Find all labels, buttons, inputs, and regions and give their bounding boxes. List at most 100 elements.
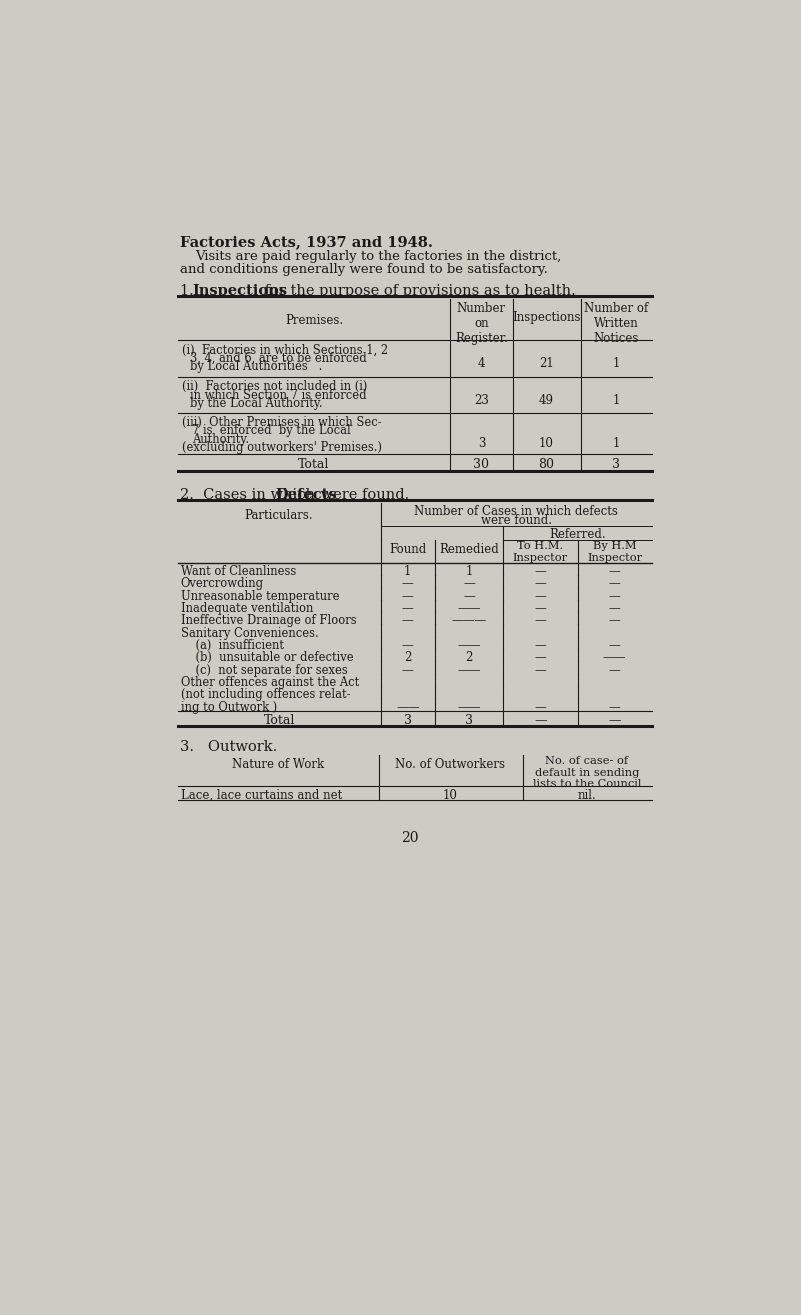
Text: No. of case- of
default in sending
lists to the Council: No. of case- of default in sending lists… — [533, 756, 641, 789]
Text: Overcrowding: Overcrowding — [181, 577, 264, 590]
Text: 3: 3 — [404, 714, 412, 727]
Text: 2: 2 — [405, 651, 412, 664]
Text: —: — — [609, 589, 621, 602]
Text: Visits are paid regularly to the factories in the district,: Visits are paid regularly to the factori… — [195, 250, 562, 263]
Text: —: — — [402, 614, 413, 627]
Text: —: — — [609, 565, 621, 579]
Text: Nature of Work: Nature of Work — [232, 757, 324, 771]
Text: 30: 30 — [473, 458, 489, 471]
Text: ——: —— — [457, 664, 481, 677]
Text: (i)  Factories in which Sections 1, 2: (i) Factories in which Sections 1, 2 — [183, 343, 388, 356]
Text: Remedied: Remedied — [439, 543, 499, 556]
Text: Inspections: Inspections — [513, 312, 581, 323]
Text: (c)  not separate for sexes: (c) not separate for sexes — [181, 664, 348, 677]
Text: 3: 3 — [612, 458, 620, 471]
Text: 80: 80 — [538, 458, 554, 471]
Text: and conditions generally were found to be satisfactory.: and conditions generally were found to b… — [180, 263, 548, 276]
Text: ——: —— — [396, 701, 420, 714]
Text: —: — — [534, 701, 546, 714]
Text: —: — — [534, 589, 546, 602]
Text: 4: 4 — [477, 358, 485, 371]
Text: for the purpose of provisions as to health.: for the purpose of provisions as to heal… — [260, 284, 576, 299]
Text: 21: 21 — [539, 358, 554, 371]
Text: by Local Authorities   .: by Local Authorities . — [190, 360, 322, 373]
Text: Authority.: Authority. — [191, 433, 248, 446]
Text: Lace, lace curtains and net: Lace, lace curtains and net — [181, 789, 342, 802]
Text: —: — — [534, 577, 546, 590]
Text: Number of Cases in which defects: Number of Cases in which defects — [414, 505, 618, 518]
Text: —: — — [609, 714, 621, 727]
Text: No. of Outworkers: No. of Outworkers — [396, 757, 505, 771]
Text: Defects: Defects — [276, 488, 337, 502]
Text: 10: 10 — [539, 438, 554, 450]
Text: —: — — [609, 639, 621, 652]
Text: —: — — [402, 602, 413, 615]
Text: —: — — [534, 651, 546, 664]
Text: 2: 2 — [465, 651, 473, 664]
Text: 7 is  enforced  by the Local: 7 is enforced by the Local — [191, 425, 350, 437]
Text: 49: 49 — [539, 394, 554, 408]
Text: Premises.: Premises. — [285, 314, 343, 327]
Text: (iii)  Other Premises in which Sec-: (iii) Other Premises in which Sec- — [183, 416, 382, 429]
Text: Inadequate ventilation: Inadequate ventilation — [181, 602, 313, 615]
Text: —: — — [534, 602, 546, 615]
Text: —: — — [534, 565, 546, 579]
Text: 1: 1 — [613, 358, 620, 371]
Text: —: — — [463, 577, 475, 590]
Text: —: — — [402, 589, 413, 602]
Text: —: — — [609, 664, 621, 677]
Text: by the Local Authority.: by the Local Authority. — [190, 397, 323, 410]
Text: —: — — [402, 639, 413, 652]
Text: —: — — [402, 664, 413, 677]
Text: 10: 10 — [443, 789, 458, 802]
Text: 23: 23 — [474, 394, 489, 408]
Text: —: — — [609, 701, 621, 714]
Text: 20: 20 — [401, 831, 419, 844]
Text: (excluding outworkers' Premises.): (excluding outworkers' Premises.) — [183, 441, 382, 454]
Text: 1: 1 — [613, 394, 620, 408]
Text: Factories Acts, 1937 and 1948.: Factories Acts, 1937 and 1948. — [180, 235, 433, 249]
Text: 1: 1 — [465, 565, 473, 579]
Text: 1: 1 — [405, 565, 412, 579]
Text: Other offences against the Act: Other offences against the Act — [181, 676, 359, 689]
Text: ———: ——— — [452, 614, 487, 627]
Text: Number
on
Register.: Number on Register. — [455, 301, 508, 345]
Text: 2.  Cases in which: 2. Cases in which — [180, 488, 320, 502]
Text: (b)  unsuitable or defective: (b) unsuitable or defective — [181, 651, 353, 664]
Text: 3.   Outwork.: 3. Outwork. — [180, 740, 277, 753]
Text: Total: Total — [298, 458, 330, 471]
Text: 1.: 1. — [180, 284, 203, 299]
Text: Ineffective Drainage of Floors: Ineffective Drainage of Floors — [181, 614, 356, 627]
Text: 3: 3 — [477, 438, 485, 450]
Text: Particulars.: Particulars. — [245, 509, 313, 522]
Text: To H.M.
Inspector: To H.M. Inspector — [513, 542, 568, 563]
Text: nil.: nil. — [578, 789, 596, 802]
Text: —: — — [534, 639, 546, 652]
Text: 3, 4, and 6, are to be enforced: 3, 4, and 6, are to be enforced — [190, 352, 367, 364]
Text: —: — — [609, 602, 621, 615]
Text: Found: Found — [389, 543, 426, 556]
Text: —: — — [402, 577, 413, 590]
Text: —: — — [534, 664, 546, 677]
Text: —: — — [534, 714, 546, 727]
Text: —: — — [534, 614, 546, 627]
Text: ——: —— — [457, 639, 481, 652]
Text: ——: —— — [603, 651, 626, 664]
Text: were found.: were found. — [481, 514, 552, 526]
Text: Number of
Written
Notices: Number of Written Notices — [584, 301, 648, 345]
Text: were found.: were found. — [316, 488, 409, 502]
Text: in which Section 7 is enforced: in which Section 7 is enforced — [190, 389, 367, 402]
Text: (a)  insufficient: (a) insufficient — [181, 639, 284, 652]
Text: ——: —— — [457, 602, 481, 615]
Text: ing to Outwork ): ing to Outwork ) — [181, 701, 277, 714]
Text: Unreasonable temperature: Unreasonable temperature — [181, 589, 340, 602]
Text: By H.M
Inspector: By H.M Inspector — [587, 542, 642, 563]
Text: Inspections: Inspections — [192, 284, 288, 299]
Text: 1: 1 — [613, 438, 620, 450]
Text: 3: 3 — [465, 714, 473, 727]
Text: —: — — [609, 577, 621, 590]
Text: Referred.: Referred. — [549, 529, 606, 542]
Text: ——: —— — [457, 701, 481, 714]
Text: (ii)  Factories not included in (i): (ii) Factories not included in (i) — [183, 380, 368, 393]
Text: —: — — [463, 589, 475, 602]
